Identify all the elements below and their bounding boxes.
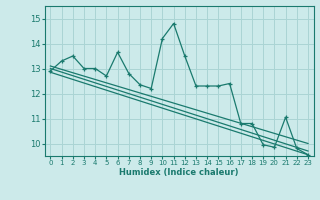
X-axis label: Humidex (Indice chaleur): Humidex (Indice chaleur) (119, 168, 239, 177)
